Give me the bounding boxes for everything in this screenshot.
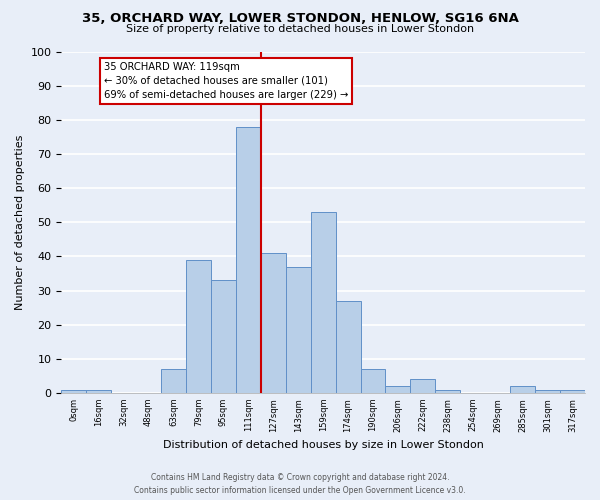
- Bar: [335, 300, 361, 393]
- Bar: [311, 212, 335, 393]
- Bar: [161, 369, 186, 393]
- Bar: [560, 390, 585, 393]
- Y-axis label: Number of detached properties: Number of detached properties: [15, 134, 25, 310]
- Text: 35, ORCHARD WAY, LOWER STONDON, HENLOW, SG16 6NA: 35, ORCHARD WAY, LOWER STONDON, HENLOW, …: [82, 12, 518, 26]
- Bar: [535, 390, 560, 393]
- Bar: [410, 380, 436, 393]
- X-axis label: Distribution of detached houses by size in Lower Stondon: Distribution of detached houses by size …: [163, 440, 484, 450]
- Text: 35 ORCHARD WAY: 119sqm
← 30% of detached houses are smaller (101)
69% of semi-de: 35 ORCHARD WAY: 119sqm ← 30% of detached…: [104, 62, 348, 100]
- Bar: [236, 126, 261, 393]
- Text: Contains HM Land Registry data © Crown copyright and database right 2024.
Contai: Contains HM Land Registry data © Crown c…: [134, 474, 466, 495]
- Bar: [361, 369, 385, 393]
- Bar: [510, 386, 535, 393]
- Bar: [61, 390, 86, 393]
- Bar: [186, 260, 211, 393]
- Text: Size of property relative to detached houses in Lower Stondon: Size of property relative to detached ho…: [126, 24, 474, 34]
- Bar: [436, 390, 460, 393]
- Bar: [261, 253, 286, 393]
- Bar: [286, 266, 311, 393]
- Bar: [86, 390, 111, 393]
- Bar: [211, 280, 236, 393]
- Bar: [385, 386, 410, 393]
